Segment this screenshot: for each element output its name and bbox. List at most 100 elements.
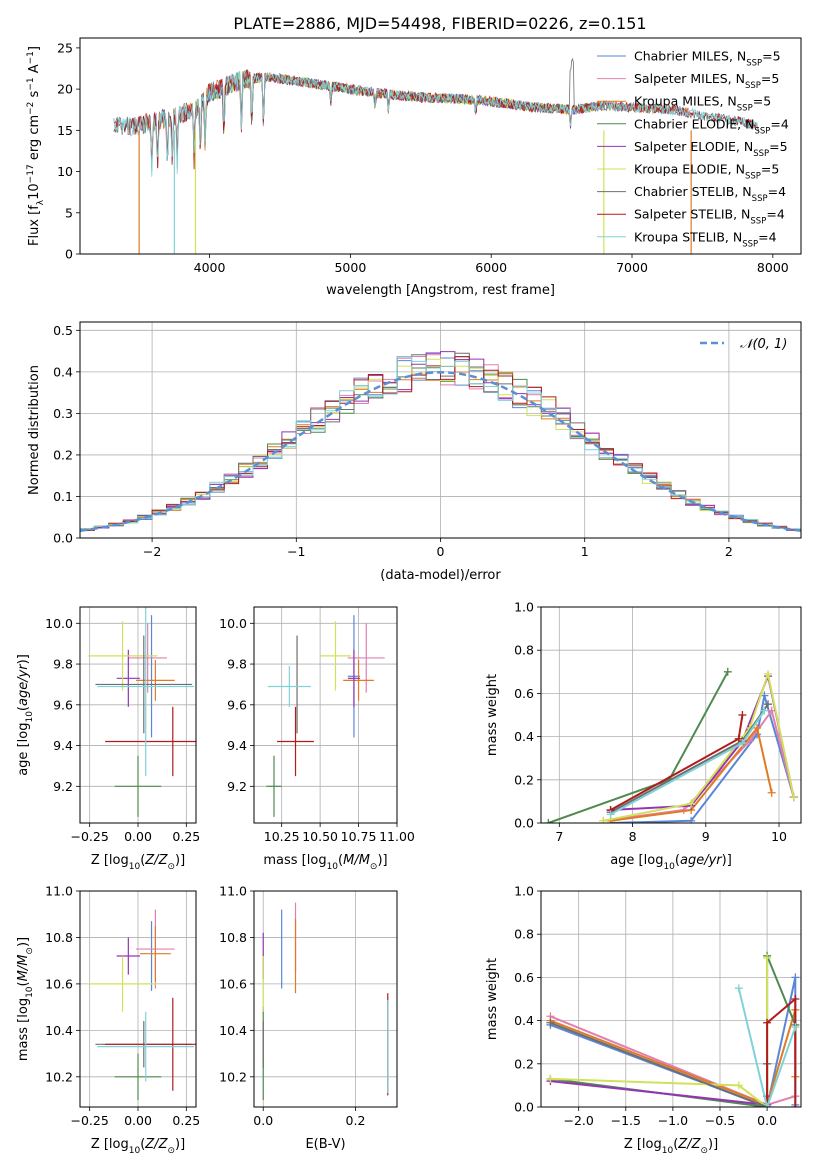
massweight_vs_Z-panel: −2.0 −1.5 −1.0 −0.5 0.0 0.0 0.2 0.4 0.6 0.8 1.0 mas… (485, 884, 802, 1156)
massweight_vs_Z-line-salpeter-stelib (766, 996, 797, 1107)
mass_vs_EBV-xtick-label: 0.2 (346, 1113, 366, 1128)
age-vs-z-xlabel: Z [log10(Z/Z⊙)] (91, 853, 185, 872)
mass-vs-z-xlabel: Z [log10(Z/Z⊙)] (91, 1137, 185, 1156)
massweight_vs_age-line-kroupa-miles (610, 725, 773, 822)
mass_vs_EBV-ytick-label: 10.8 (219, 930, 247, 945)
spectrum-ytick-label: 0 (65, 247, 73, 262)
legend-entry: Kroupa ELODIE, NSSP=5 (634, 162, 779, 182)
residuals-ytick-label: 0.3 (53, 406, 73, 421)
legend-entry: Salpeter STELIB, NSSP=4 (634, 207, 785, 227)
spectrum-xlabel: wavelength [Angstrom, rest frame] (326, 283, 555, 298)
spectrum-ytick-label: 10 (57, 164, 73, 179)
spectrum-ylabel: Flux [fλ10−17 erg cm−2 s−1 A−1] (26, 46, 46, 246)
legend-entry: Chabrier MILES, NSSP=5 (634, 49, 781, 69)
massweight_vs_Z-ytick-label: 0.2 (514, 1056, 534, 1071)
age_vs_Z-ytick-label: 9.2 (53, 779, 73, 794)
age_vs_mass-xtick-label: 10.25 (264, 829, 300, 844)
spectrum-xtick-label: 6000 (475, 260, 507, 275)
age_vs_mass-ytick-label: 9.8 (227, 657, 247, 672)
massweight_vs_age-point-marker (544, 819, 553, 823)
massweight_vs_age-point-marker (789, 793, 798, 802)
mass_vs_EBV-plot-area (262, 902, 389, 1101)
massweight_vs_age-point-marker (687, 816, 696, 823)
massweight_vs_Z-frame (540, 890, 802, 1108)
massweight_vs_age-xtick-label: 10 (771, 829, 787, 844)
age_vs_Z-panel: −0.25 0.00 0.25 9.2 9.4 9.6 9.8 10.0 Z [log10(Z/… (16, 606, 200, 872)
massweight_vs_age-frame (540, 606, 802, 824)
residuals-xtick-label: −1 (287, 544, 305, 559)
massweight_vs_age-point-marker (738, 739, 747, 748)
massweight_vs_Z-point-marker (791, 973, 800, 982)
spectrum-xtick-label: 8000 (757, 260, 789, 275)
age_vs_mass-xtick-label: 11.00 (379, 829, 415, 844)
mass-vs-ebv-xlabel: E(B-V) (305, 1137, 345, 1152)
massweight_vs_Z-ytick-label: 1.0 (514, 884, 534, 899)
legend-entry: 𝒩(0, 1) (740, 337, 787, 352)
mass_vs_Z-panel: −0.25 0.00 0.25 10.2 10.4 10.6 10.8 11.0 Z [log1… (16, 884, 200, 1157)
massweight_vs_age-point-marker (734, 734, 743, 743)
spectrum-ytick-label: 5 (65, 205, 73, 220)
massweight_vs_Z-point-marker (791, 1023, 800, 1032)
massweight_vs_Z-ytick-label: 0.4 (514, 1013, 534, 1028)
age_vs_mass-ytick-label: 9.4 (227, 738, 247, 753)
massweight_vs_Z-ylabel: mass weight (485, 958, 500, 1040)
residuals-plot-area (80, 351, 801, 532)
spectrum-xtick-label: 5000 (334, 260, 366, 275)
spectrum-xtick-label: 4000 (194, 260, 226, 275)
residuals-xtick-label: 1 (581, 544, 589, 559)
massweight_vs_Z-point-marker (791, 1103, 800, 1107)
massweight_vs_Z-xtick-label: −1.0 (658, 1113, 688, 1128)
massweight_vs_age-plot-area (544, 667, 798, 823)
massweight_vs_age-point-marker (764, 669, 773, 678)
massweight_vs_age-point-marker (599, 816, 608, 823)
mass_vs_EBV-ytick-label: 10.2 (219, 1069, 247, 1084)
massweight_vs_Z-xtick-label: −2.0 (564, 1113, 594, 1128)
age_vs_mass-panel: 10.25 10.50 10.75 11.00 9.2 9.4 9.6 9.8 10.0 mass… (219, 606, 415, 872)
spectrum-line-kroupa-stelib (113, 70, 759, 177)
spectrum-ytick-label: 20 (57, 82, 73, 97)
mass_vs_Z-xtick-label: 0.25 (172, 1113, 200, 1128)
massweight_vs_Z-point-marker (546, 1018, 555, 1027)
age_vs_Z-xtick-label: 0.00 (124, 829, 152, 844)
mass_vs_Z-xtick-label: 0.00 (124, 1113, 152, 1128)
massweight_vs_Z-xtick-label: 0.0 (757, 1113, 777, 1128)
residuals-ytick-label: 0.5 (53, 323, 73, 338)
spectrum-frame (79, 37, 802, 255)
residuals-xtick-label: 0 (437, 544, 445, 559)
massweight_vs_age-ytick-label: 0.0 (514, 816, 534, 831)
spectrum-panel: 4000 5000 6000 7000 8000 0 5 10 15 20 25 wavelength… (26, 37, 802, 298)
massweight_vs_Z-ytick-label: 0.8 (514, 927, 534, 942)
residuals-panel: −2 −1 0 1 2 0.0 0.1 0.2 0.3 0.4 0.5 (data-model)/er… (27, 321, 802, 583)
legend-entry: Salpeter ELODIE, NSSP=5 (634, 139, 788, 159)
normal-reference-curve (80, 371, 801, 532)
massweight_vs_age-ytick-label: 1.0 (514, 600, 534, 615)
legend-entry: Chabrier ELODIE, NSSP=4 (634, 116, 789, 136)
mass-vs-z-ylabel: mass [log10(M/M⊙)] (16, 937, 35, 1061)
massweight_vs_age-point-marker (764, 700, 773, 709)
age-vs-z-ylabel: age [log10(age/yr)] (16, 654, 35, 776)
mass_vs_Z-xtick-label: −0.25 (71, 1113, 109, 1128)
residuals-ytick-label: 0.1 (53, 489, 73, 504)
mass_vs_EBV-panel: 0.0 0.2 10.2 10.4 10.6 10.8 11.0 E(B-V) (219, 884, 398, 1152)
residuals-ylabel: Normed distribution (27, 365, 42, 495)
massweight_vs_Z-point-marker (734, 984, 743, 993)
massweight_vs_age-ytick-label: 0.6 (514, 686, 534, 701)
massweight_vs_age-ytick-label: 0.2 (514, 772, 534, 787)
legend-entry: Kroupa STELIB, NSSP=4 (634, 229, 777, 249)
massweight-vs-z-xlabel: Z [log10(Z/Z⊙)] (624, 1137, 718, 1156)
massweight_vs_Z-ytick-label: 0.0 (514, 1100, 534, 1115)
legend-entry: Salpeter MILES, NSSP=5 (634, 71, 779, 91)
age_vs_Z-xtick-label: 0.25 (172, 829, 200, 844)
age_vs_Z-xtick-label: −0.25 (71, 829, 109, 844)
legend-entry: Kroupa MILES, NSSP=5 (634, 94, 771, 114)
age_vs_Z-ytick-label: 9.6 (53, 697, 73, 712)
mass_vs_Z-plot-area (87, 909, 196, 1101)
mass_vs_EBV-frame (253, 890, 398, 1108)
age_vs_Z-ytick-label: 10.0 (45, 616, 73, 631)
mass_vs_Z-ytick-label: 10.4 (45, 1023, 73, 1038)
massweight_vs_Z-point-marker (763, 1018, 772, 1027)
age_vs_mass-xtick-label: 10.75 (341, 829, 377, 844)
massweight_vs_age-point-marker (760, 706, 769, 715)
